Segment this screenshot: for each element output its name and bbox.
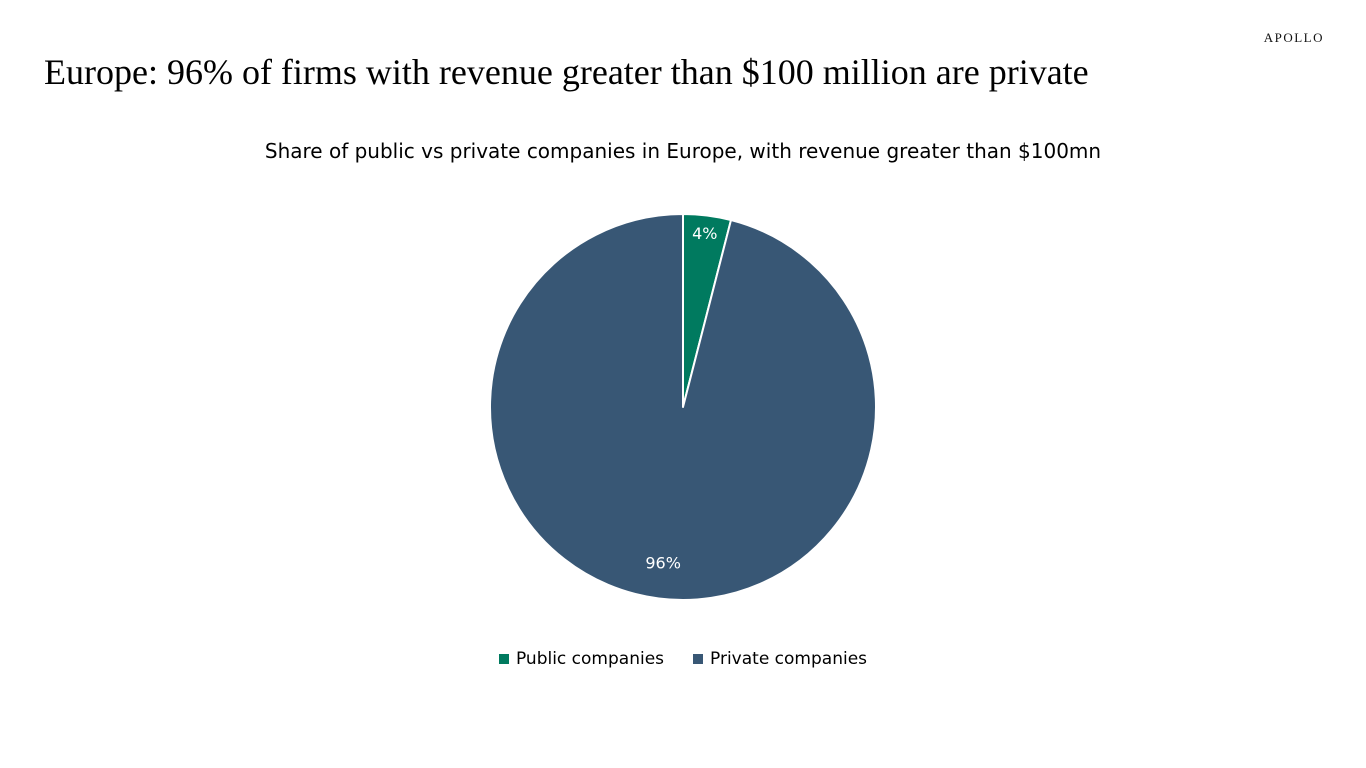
apollo-logo: APOLLO: [1263, 30, 1324, 45]
data-label-private-companies: 96%: [645, 554, 681, 573]
data-label-public-companies: 4%: [692, 224, 717, 243]
legend-label-private: Private companies: [710, 649, 868, 669]
legend-item-public: Public companies: [498, 649, 665, 669]
legend-label-public: Public companies: [515, 649, 665, 669]
page-title: Europe: 96% of firms with revenue greate…: [44, 52, 1089, 92]
legend-swatch-private: [693, 654, 704, 664]
chart-legend: Public companies Private companies: [0, 649, 1366, 669]
pie-slice-private-companies: [489, 213, 877, 601]
chart-title: Share of public vs private companies in …: [264, 139, 1102, 163]
legend-item-private: Private companies: [693, 649, 867, 669]
legend-swatch-public: [498, 654, 509, 664]
pie-chart: 4% 96%: [489, 213, 877, 601]
